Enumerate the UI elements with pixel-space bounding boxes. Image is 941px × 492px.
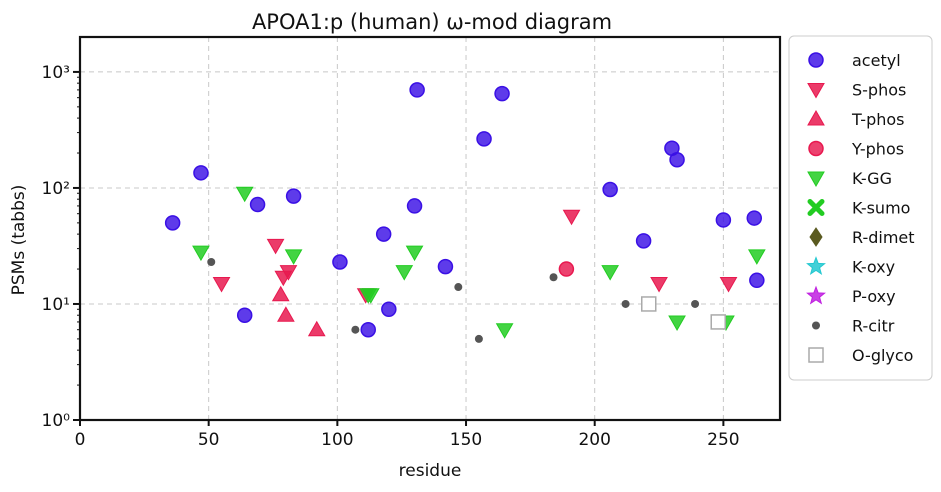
point-k-gg: [405, 245, 424, 262]
data-points: [164, 82, 766, 343]
chart-title: APOA1:p (human) ω-mod diagram: [252, 10, 612, 34]
point-acetyl: [669, 152, 685, 168]
grid-lines: [80, 37, 780, 420]
point-s-phos: [719, 277, 738, 293]
point-acetyl: [437, 258, 454, 275]
point-k-gg: [361, 288, 380, 304]
point-acetyl: [406, 198, 423, 214]
point-s-phos: [650, 277, 668, 293]
point-acetyl: [236, 307, 253, 323]
point-acetyl: [381, 301, 397, 318]
point-r-citr: [454, 283, 463, 292]
point-acetyl: [332, 254, 348, 270]
legend-marker-k-oxy: [806, 256, 826, 275]
point-acetyl: [285, 188, 302, 204]
legend-marker-k-sumo: [807, 199, 825, 216]
legend-label-y-phos: Y-phos: [851, 140, 904, 159]
x-tick-label: 0: [75, 430, 86, 450]
legend-marker-t-phos: [807, 109, 825, 126]
point-t-phos: [271, 285, 290, 302]
y-tick-label: 10¹: [42, 295, 70, 315]
point-k-gg: [495, 323, 514, 339]
axis-ticks: 0 50 100 150 200 250 10⁰ 10¹ 10² 10³: [42, 63, 740, 450]
point-r-citr: [207, 258, 216, 267]
point-k-gg: [284, 249, 303, 265]
point-r-citr: [691, 299, 700, 308]
point-r-citr: [351, 325, 360, 334]
x-tick-label: 150: [450, 430, 482, 450]
point-acetyl: [193, 165, 209, 181]
legend-label-o-glyco: O-glyco: [852, 346, 913, 365]
legend: acetyl S-phos T-phos Y-phos K-GG K-sumo R-dime…: [788, 35, 933, 381]
point-acetyl: [746, 210, 763, 226]
legend-marker-acetyl: [808, 52, 824, 68]
legend-label-k-sumo: K-sumo: [852, 199, 910, 218]
point-acetyl: [494, 85, 510, 102]
legend-marker-o-glyco: [808, 347, 824, 363]
point-r-citr: [549, 273, 558, 282]
point-t-phos: [277, 306, 295, 322]
point-k-gg: [192, 245, 210, 262]
x-tick-label: 50: [198, 430, 220, 450]
legend-box: [788, 35, 933, 381]
x-axis-label: residue: [399, 461, 462, 481]
point-r-citr: [474, 334, 483, 343]
point-k-gg: [395, 265, 414, 281]
legend-label-p-oxy: P-oxy: [852, 287, 896, 306]
point-k-gg: [601, 265, 620, 281]
point-s-phos: [266, 238, 285, 255]
point-acetyl: [749, 272, 765, 289]
y-tick-label: 10²: [42, 179, 70, 199]
legend-marker-p-oxy: [806, 285, 826, 305]
legend-label-acetyl: acetyl: [852, 51, 901, 70]
point-o-glyco: [641, 296, 657, 312]
legend-label-r-citr: R-citr: [852, 317, 895, 336]
x-tick-label: 200: [578, 430, 610, 450]
legend-marker-r-citr: [812, 321, 820, 330]
point-s-phos: [212, 277, 231, 293]
legend-label-k-oxy: K-oxy: [852, 258, 895, 277]
point-s-phos: [562, 209, 581, 226]
point-acetyl: [476, 131, 492, 147]
point-s-phos: [279, 265, 298, 281]
legend-label-r-dimet: R-dimet: [852, 228, 915, 247]
x-tick-label: 100: [321, 430, 353, 450]
y-tick-label: 10³: [42, 63, 70, 83]
plot-frame: [78, 35, 782, 422]
point-acetyl: [249, 196, 266, 213]
point-k-gg: [747, 249, 766, 265]
legend-label-s-phos: S-phos: [852, 81, 906, 100]
point-acetyl: [602, 181, 618, 198]
legend-label-t-phos: T-phos: [851, 110, 905, 129]
legend-marker-k-gg: [807, 171, 825, 188]
point-acetyl: [635, 233, 652, 249]
legend-label-k-gg: K-GG: [852, 169, 892, 188]
y-tick-label: 10⁰: [42, 411, 71, 431]
point-acetyl: [360, 321, 376, 338]
legend-marker-y-phos: [808, 140, 824, 157]
point-acetyl: [375, 226, 392, 242]
point-t-phos: [307, 320, 326, 337]
y-axis-label: PSMs (tabbs): [9, 185, 29, 296]
point-r-citr: [621, 299, 630, 308]
point-acetyl: [164, 215, 181, 231]
point-k-gg: [235, 186, 254, 203]
point-acetyl: [409, 82, 425, 98]
point-y-phos: [558, 261, 575, 277]
point-o-glyco: [710, 314, 726, 330]
point-acetyl: [715, 212, 732, 228]
x-tick-label: 250: [707, 430, 739, 450]
legend-marker-s-phos: [807, 83, 825, 99]
point-k-gg: [668, 315, 686, 331]
legend-marker-r-dimet: [809, 227, 823, 247]
